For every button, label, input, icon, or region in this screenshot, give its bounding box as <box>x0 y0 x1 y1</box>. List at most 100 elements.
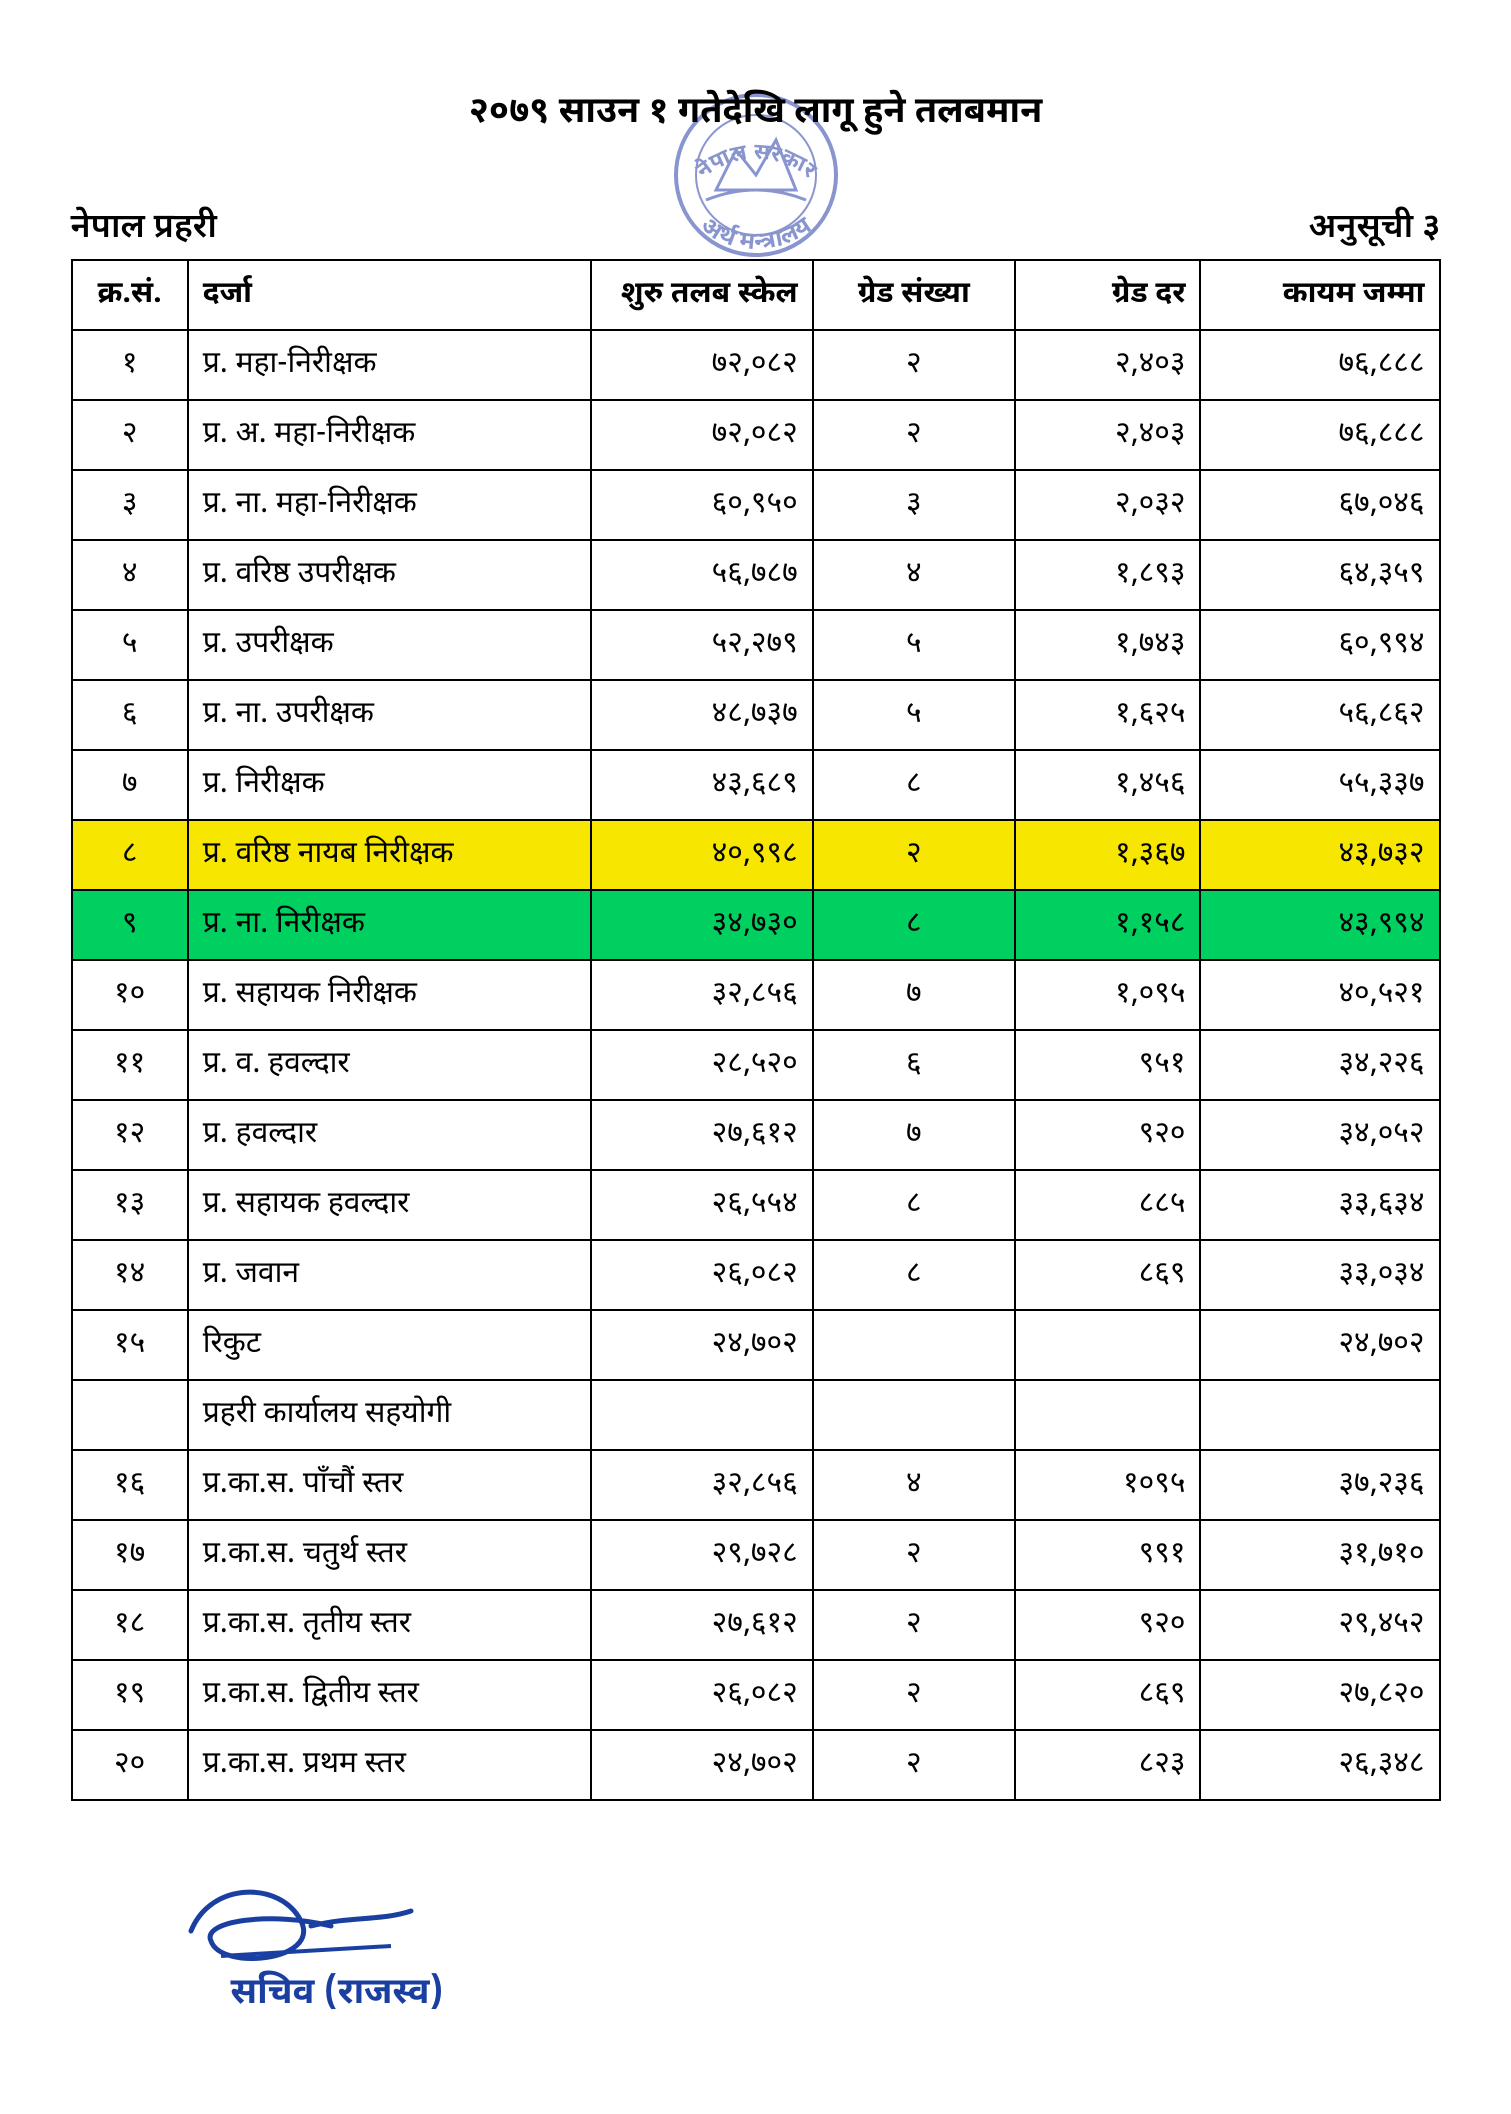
cell-rank: प्र. जवान <box>188 1240 591 1310</box>
cell-gnum: २ <box>813 330 1015 400</box>
org-label-left: नेपाल प्रहरी <box>71 207 217 251</box>
cell-sn: १८ <box>72 1590 188 1660</box>
table-row: ७प्र. निरीक्षक४३,६८९८१,४५६५५,३३७ <box>72 750 1440 820</box>
table-row: ३प्र. ना. महा-निरीक्षक६०,९५०३२,०३२६७,०४६ <box>72 470 1440 540</box>
annex-label-right: अनुसूची ३ <box>1308 207 1440 251</box>
col-header-sn: क्र.सं. <box>72 260 188 330</box>
table-row: ४प्र. वरिष्ठ उपरीक्षक५६,७८७४१,८९३६४,३५९ <box>72 540 1440 610</box>
cell-grate: १,७४३ <box>1015 610 1200 680</box>
cell-grate <box>1015 1380 1200 1450</box>
cell-scale: ३२,८५६ <box>591 960 813 1030</box>
signature-scribble <box>161 1861 421 1981</box>
cell-total: ५६,८६२ <box>1200 680 1439 750</box>
cell-rank: प्र. सहायक हवल्दार <box>188 1170 591 1240</box>
table-row: १०प्र. सहायक निरीक्षक३२,८५६७१,०९५४०,५२१ <box>72 960 1440 1030</box>
cell-total: ३४,०५२ <box>1200 1100 1439 1170</box>
col-header-rank: दर्जा <box>188 260 591 330</box>
cell-grate: ८६९ <box>1015 1240 1200 1310</box>
cell-sn: १६ <box>72 1450 188 1520</box>
table-row: ९प्र. ना. निरीक्षक३४,७३०८१,१५८४३,९९४ <box>72 890 1440 960</box>
cell-grate: १,४५६ <box>1015 750 1200 820</box>
cell-grate: १,८९३ <box>1015 540 1200 610</box>
cell-gnum: ७ <box>813 1100 1015 1170</box>
table-row: ५प्र. उपरीक्षक५२,२७९५१,७४३६०,९९४ <box>72 610 1440 680</box>
cell-gnum: ७ <box>813 960 1015 1030</box>
cell-grate: ९२० <box>1015 1100 1200 1170</box>
table-row: १७प्र.का.स. चतुर्थ स्तर२९,७२८२९९१३१,७१० <box>72 1520 1440 1590</box>
cell-gnum: ३ <box>813 470 1015 540</box>
cell-grate: २,४०३ <box>1015 400 1200 470</box>
cell-sn: १५ <box>72 1310 188 1380</box>
cell-gnum <box>813 1310 1015 1380</box>
col-header-grate: ग्रेड दर <box>1015 260 1200 330</box>
col-header-gnum: ग्रेड संख्या <box>813 260 1015 330</box>
cell-rank: प्र.का.स. प्रथम स्तर <box>188 1730 591 1800</box>
cell-gnum: ८ <box>813 1170 1015 1240</box>
cell-sn: ७ <box>72 750 188 820</box>
cell-scale: ७२,०८२ <box>591 400 813 470</box>
cell-total <box>1200 1380 1439 1450</box>
table-row: १३प्र. सहायक हवल्दार२६,५५४८८८५३३,६३४ <box>72 1170 1440 1240</box>
cell-total: ३३,६३४ <box>1200 1170 1439 1240</box>
cell-scale: २९,७२८ <box>591 1520 813 1590</box>
cell-scale: ५२,२७९ <box>591 610 813 680</box>
cell-grate <box>1015 1310 1200 1380</box>
cell-sn: २० <box>72 1730 188 1800</box>
cell-scale: २६,०८२ <box>591 1240 813 1310</box>
cell-gnum: २ <box>813 1730 1015 1800</box>
table-row: १८प्र.का.स. तृतीय स्तर२७,६१२२९२०२९,४५२ <box>72 1590 1440 1660</box>
cell-total: ७६,८८८ <box>1200 400 1439 470</box>
col-header-scale: शुरु तलब स्केल <box>591 260 813 330</box>
cell-total: ४०,५२१ <box>1200 960 1439 1030</box>
cell-sn: ५ <box>72 610 188 680</box>
cell-rank: प्र. वरिष्ठ नायब निरीक्षक <box>188 820 591 890</box>
signature-label: सचिव (राजस्व) <box>231 1971 1441 2018</box>
signature-block: सचिव (राजस्व) <box>161 1861 1441 2018</box>
cell-sn: २ <box>72 400 188 470</box>
cell-gnum: ६ <box>813 1030 1015 1100</box>
cell-sn: १३ <box>72 1170 188 1240</box>
cell-rank: प्र. व. हवल्दार <box>188 1030 591 1100</box>
cell-scale: २७,६१२ <box>591 1590 813 1660</box>
cell-scale: ५६,७८७ <box>591 540 813 610</box>
cell-scale: ४८,७३७ <box>591 680 813 750</box>
cell-sn: १२ <box>72 1100 188 1170</box>
cell-total: ६०,९९४ <box>1200 610 1439 680</box>
table-row: ६प्र. ना. उपरीक्षक४८,७३७५१,६२५५६,८६२ <box>72 680 1440 750</box>
table-row: १६प्र.का.स. पाँचौं स्तर३२,८५६४१०९५३७,२३६ <box>72 1450 1440 1520</box>
cell-rank: प्र. महा-निरीक्षक <box>188 330 591 400</box>
cell-rank: प्र. हवल्दार <box>188 1100 591 1170</box>
table-row: ८प्र. वरिष्ठ नायब निरीक्षक४०,९९८२१,३६७४३… <box>72 820 1440 890</box>
cell-scale: २४,७०२ <box>591 1310 813 1380</box>
cell-total: ५५,३३७ <box>1200 750 1439 820</box>
cell-scale: ४३,६८९ <box>591 750 813 820</box>
cell-total: ४३,७३२ <box>1200 820 1439 890</box>
table-row: २०प्र.का.स. प्रथम स्तर२४,७०२२८२३२६,३४८ <box>72 1730 1440 1800</box>
cell-gnum: ५ <box>813 680 1015 750</box>
cell-scale: ६०,९५० <box>591 470 813 540</box>
cell-gnum: २ <box>813 1590 1015 1660</box>
table-row: १२प्र. हवल्दार२७,६१२७९२०३४,०५२ <box>72 1100 1440 1170</box>
cell-gnum: ४ <box>813 1450 1015 1520</box>
cell-sn: १४ <box>72 1240 188 1310</box>
cell-total: ६७,०४६ <box>1200 470 1439 540</box>
cell-gnum: ५ <box>813 610 1015 680</box>
table-row: १प्र. महा-निरीक्षक७२,०८२२२,४०३७६,८८८ <box>72 330 1440 400</box>
cell-sn: ११ <box>72 1030 188 1100</box>
cell-grate: २,०३२ <box>1015 470 1200 540</box>
cell-sn: १ <box>72 330 188 400</box>
svg-text:नेपाल सरकार: नेपाल सरकार <box>690 138 822 186</box>
cell-gnum: ८ <box>813 890 1015 960</box>
cell-rank: प्र. ना. निरीक्षक <box>188 890 591 960</box>
page-title: २०७९ साउन १ गतेदेखि लागू हुने तलबमान <box>71 90 1441 137</box>
cell-gnum: २ <box>813 400 1015 470</box>
cell-sn <box>72 1380 188 1450</box>
cell-gnum: २ <box>813 1520 1015 1590</box>
cell-grate: १,६२५ <box>1015 680 1200 750</box>
cell-total: ७६,८८८ <box>1200 330 1439 400</box>
cell-rank: प्र. सहायक निरीक्षक <box>188 960 591 1030</box>
cell-gnum <box>813 1380 1015 1450</box>
cell-scale: ४०,९९८ <box>591 820 813 890</box>
cell-grate: ८८५ <box>1015 1170 1200 1240</box>
cell-total: ६४,३५९ <box>1200 540 1439 610</box>
